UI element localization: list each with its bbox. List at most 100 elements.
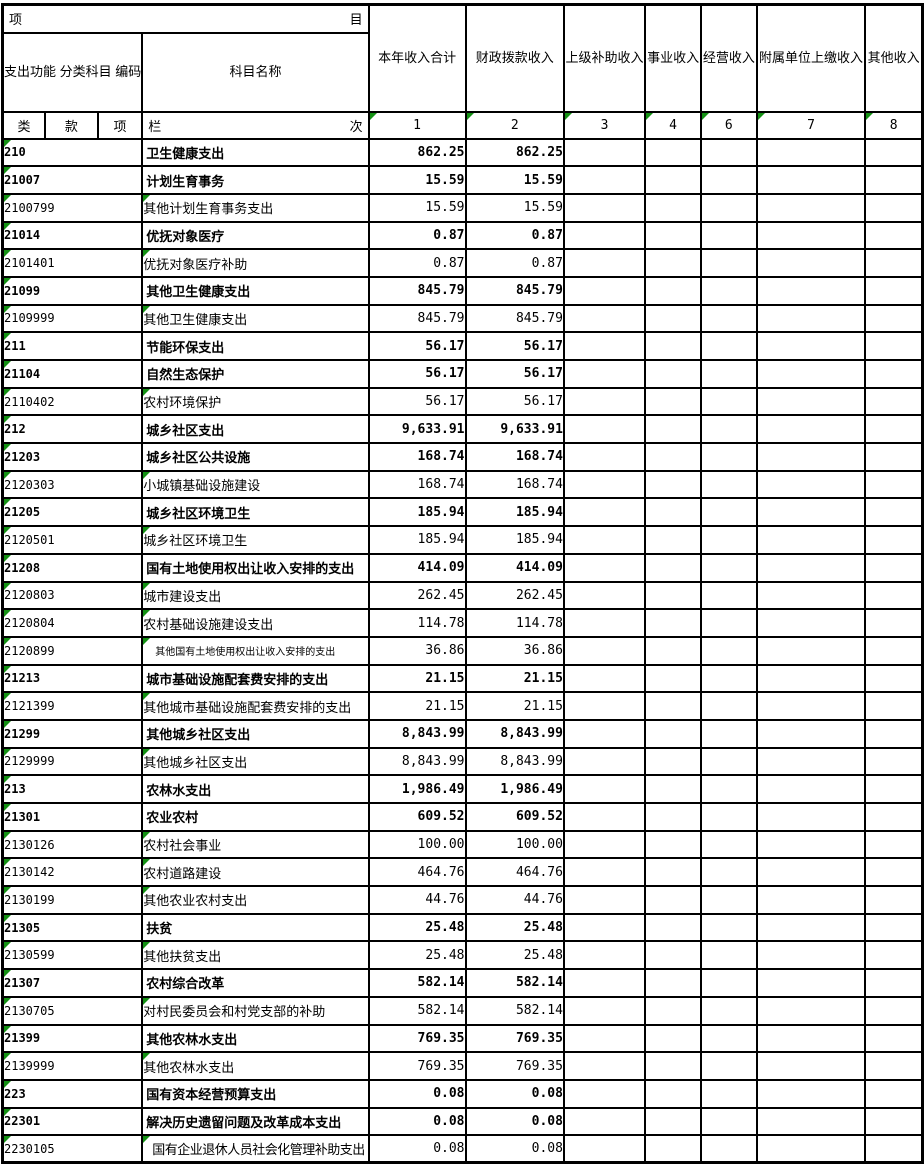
row-code-cell[interactable]: 2130705 xyxy=(1,995,144,1026)
row-empty-cell[interactable] xyxy=(644,746,703,777)
row-empty-cell[interactable] xyxy=(562,359,647,389)
row-name-cell[interactable]: 农村基础设施建设支出 xyxy=(141,608,370,638)
row-empty-cell[interactable] xyxy=(864,497,924,528)
row-code-cell[interactable]: 2120899 xyxy=(1,635,144,666)
row-empty-cell[interactable] xyxy=(562,442,647,472)
row-empty-cell[interactable] xyxy=(700,663,758,694)
row-empty-cell[interactable] xyxy=(644,1106,703,1137)
row-empty-cell[interactable] xyxy=(755,359,867,389)
col-header-other[interactable]: 其他收入 xyxy=(864,3,924,113)
row-empty-cell[interactable] xyxy=(755,1051,867,1081)
row-empty-cell[interactable] xyxy=(700,414,758,445)
row-empty-cell[interactable] xyxy=(755,1078,867,1109)
column-number-cell-2[interactable]: 2 xyxy=(464,110,565,140)
row-empty-cell[interactable] xyxy=(562,746,647,777)
row-empty-cell[interactable] xyxy=(864,608,924,638)
row-empty-cell[interactable] xyxy=(644,995,703,1026)
row-empty-cell[interactable] xyxy=(644,774,703,804)
row-code-cell[interactable]: 2121399 xyxy=(1,691,144,721)
row-empty-cell[interactable] xyxy=(700,829,758,860)
row-total-cell[interactable]: 168.74 xyxy=(367,469,467,500)
row-name-cell[interactable]: 自然生态保护 xyxy=(141,359,370,389)
row-code-cell[interactable]: 2130599 xyxy=(1,940,144,971)
row-code-cell[interactable]: 2120803 xyxy=(1,580,144,611)
row-empty-cell[interactable] xyxy=(755,608,867,638)
row-empty-cell[interactable] xyxy=(864,663,924,694)
row-name-cell[interactable]: 解决历史遗留问题及改革成本支出 xyxy=(141,1106,370,1137)
row-empty-cell[interactable] xyxy=(644,220,703,251)
row-empty-cell[interactable] xyxy=(755,220,867,251)
row-empty-cell[interactable] xyxy=(644,248,703,278)
row-empty-cell[interactable] xyxy=(755,802,867,832)
row-empty-cell[interactable] xyxy=(644,1134,703,1164)
row-empty-cell[interactable] xyxy=(700,137,758,168)
row-code-cell[interactable]: 22301 xyxy=(1,1106,144,1137)
lei-header-cell[interactable]: 类 xyxy=(1,110,47,140)
row-fiscal-cell[interactable]: 15.59 xyxy=(464,165,565,195)
row-empty-cell[interactable] xyxy=(562,608,647,638)
row-code-cell[interactable]: 223 xyxy=(1,1078,144,1109)
row-empty-cell[interactable] xyxy=(700,940,758,971)
row-empty-cell[interactable] xyxy=(864,165,924,195)
row-fiscal-cell[interactable]: 0.08 xyxy=(464,1106,565,1137)
row-empty-cell[interactable] xyxy=(644,303,703,334)
row-total-cell[interactable]: 114.78 xyxy=(367,608,467,638)
row-total-cell[interactable]: 0.87 xyxy=(367,220,467,251)
row-name-cell[interactable]: 其他农林水支出 xyxy=(141,1051,370,1081)
row-empty-cell[interactable] xyxy=(562,968,647,998)
row-empty-cell[interactable] xyxy=(755,1106,867,1137)
row-total-cell[interactable]: 0.87 xyxy=(367,248,467,278)
row-empty-cell[interactable] xyxy=(644,275,703,306)
row-empty-cell[interactable] xyxy=(562,525,647,555)
row-empty-cell[interactable] xyxy=(644,137,703,168)
row-total-cell[interactable]: 56.17 xyxy=(367,331,467,361)
row-code-cell[interactable]: 21205 xyxy=(1,497,144,528)
row-empty-cell[interactable] xyxy=(755,497,867,528)
row-empty-cell[interactable] xyxy=(755,829,867,860)
row-empty-cell[interactable] xyxy=(864,940,924,971)
col-header-affiliated[interactable]: 附属单位上缴收入 xyxy=(755,3,867,113)
row-total-cell[interactable]: 1,986.49 xyxy=(367,774,467,804)
row-empty-cell[interactable] xyxy=(644,608,703,638)
row-total-cell[interactable]: 8,843.99 xyxy=(367,746,467,777)
row-empty-cell[interactable] xyxy=(755,718,867,749)
row-total-cell[interactable]: 769.35 xyxy=(367,1051,467,1081)
row-name-cell[interactable]: 城乡社区公共设施 xyxy=(141,442,370,472)
row-empty-cell[interactable] xyxy=(562,414,647,445)
row-empty-cell[interactable] xyxy=(700,691,758,721)
row-empty-cell[interactable] xyxy=(644,525,703,555)
row-empty-cell[interactable] xyxy=(644,691,703,721)
row-fiscal-cell[interactable]: 44.76 xyxy=(464,885,565,915)
row-empty-cell[interactable] xyxy=(562,857,647,888)
row-empty-cell[interactable] xyxy=(864,885,924,915)
row-fiscal-cell[interactable]: 25.48 xyxy=(464,912,565,943)
row-name-cell[interactable]: 计划生育事务 xyxy=(141,165,370,195)
row-total-cell[interactable]: 8,843.99 xyxy=(367,718,467,749)
row-name-cell[interactable]: 其他城乡社区支出 xyxy=(141,746,370,777)
row-name-cell[interactable]: 优抚对象医疗 xyxy=(141,220,370,251)
col-header-superior-subsidy[interactable]: 上级补助收入 xyxy=(562,3,647,113)
column-number-cell-1[interactable]: 1 xyxy=(367,110,467,140)
row-empty-cell[interactable] xyxy=(700,1106,758,1137)
row-empty-cell[interactable] xyxy=(700,995,758,1026)
row-total-cell[interactable]: 185.94 xyxy=(367,497,467,528)
row-code-cell[interactable]: 21099 xyxy=(1,275,144,306)
row-name-cell[interactable]: 其他卫生健康支出 xyxy=(141,275,370,306)
row-empty-cell[interactable] xyxy=(562,552,647,583)
row-empty-cell[interactable] xyxy=(755,1134,867,1164)
row-empty-cell[interactable] xyxy=(562,303,647,334)
row-empty-cell[interactable] xyxy=(864,1106,924,1137)
row-empty-cell[interactable] xyxy=(864,414,924,445)
row-total-cell[interactable]: 862.25 xyxy=(367,137,467,168)
row-empty-cell[interactable] xyxy=(700,912,758,943)
row-empty-cell[interactable] xyxy=(755,386,867,417)
row-empty-cell[interactable] xyxy=(864,718,924,749)
row-empty-cell[interactable] xyxy=(755,525,867,555)
col-header-fiscal[interactable]: 财政拨款收入 xyxy=(464,3,565,113)
row-fiscal-cell[interactable]: 0.87 xyxy=(464,220,565,251)
row-name-cell[interactable]: 节能环保支出 xyxy=(141,331,370,361)
row-empty-cell[interactable] xyxy=(644,857,703,888)
row-name-cell[interactable]: 农村环境保护 xyxy=(141,386,370,417)
row-name-cell[interactable]: 其他农业农村支出 xyxy=(141,885,370,915)
row-code-cell[interactable]: 2100799 xyxy=(1,192,144,223)
